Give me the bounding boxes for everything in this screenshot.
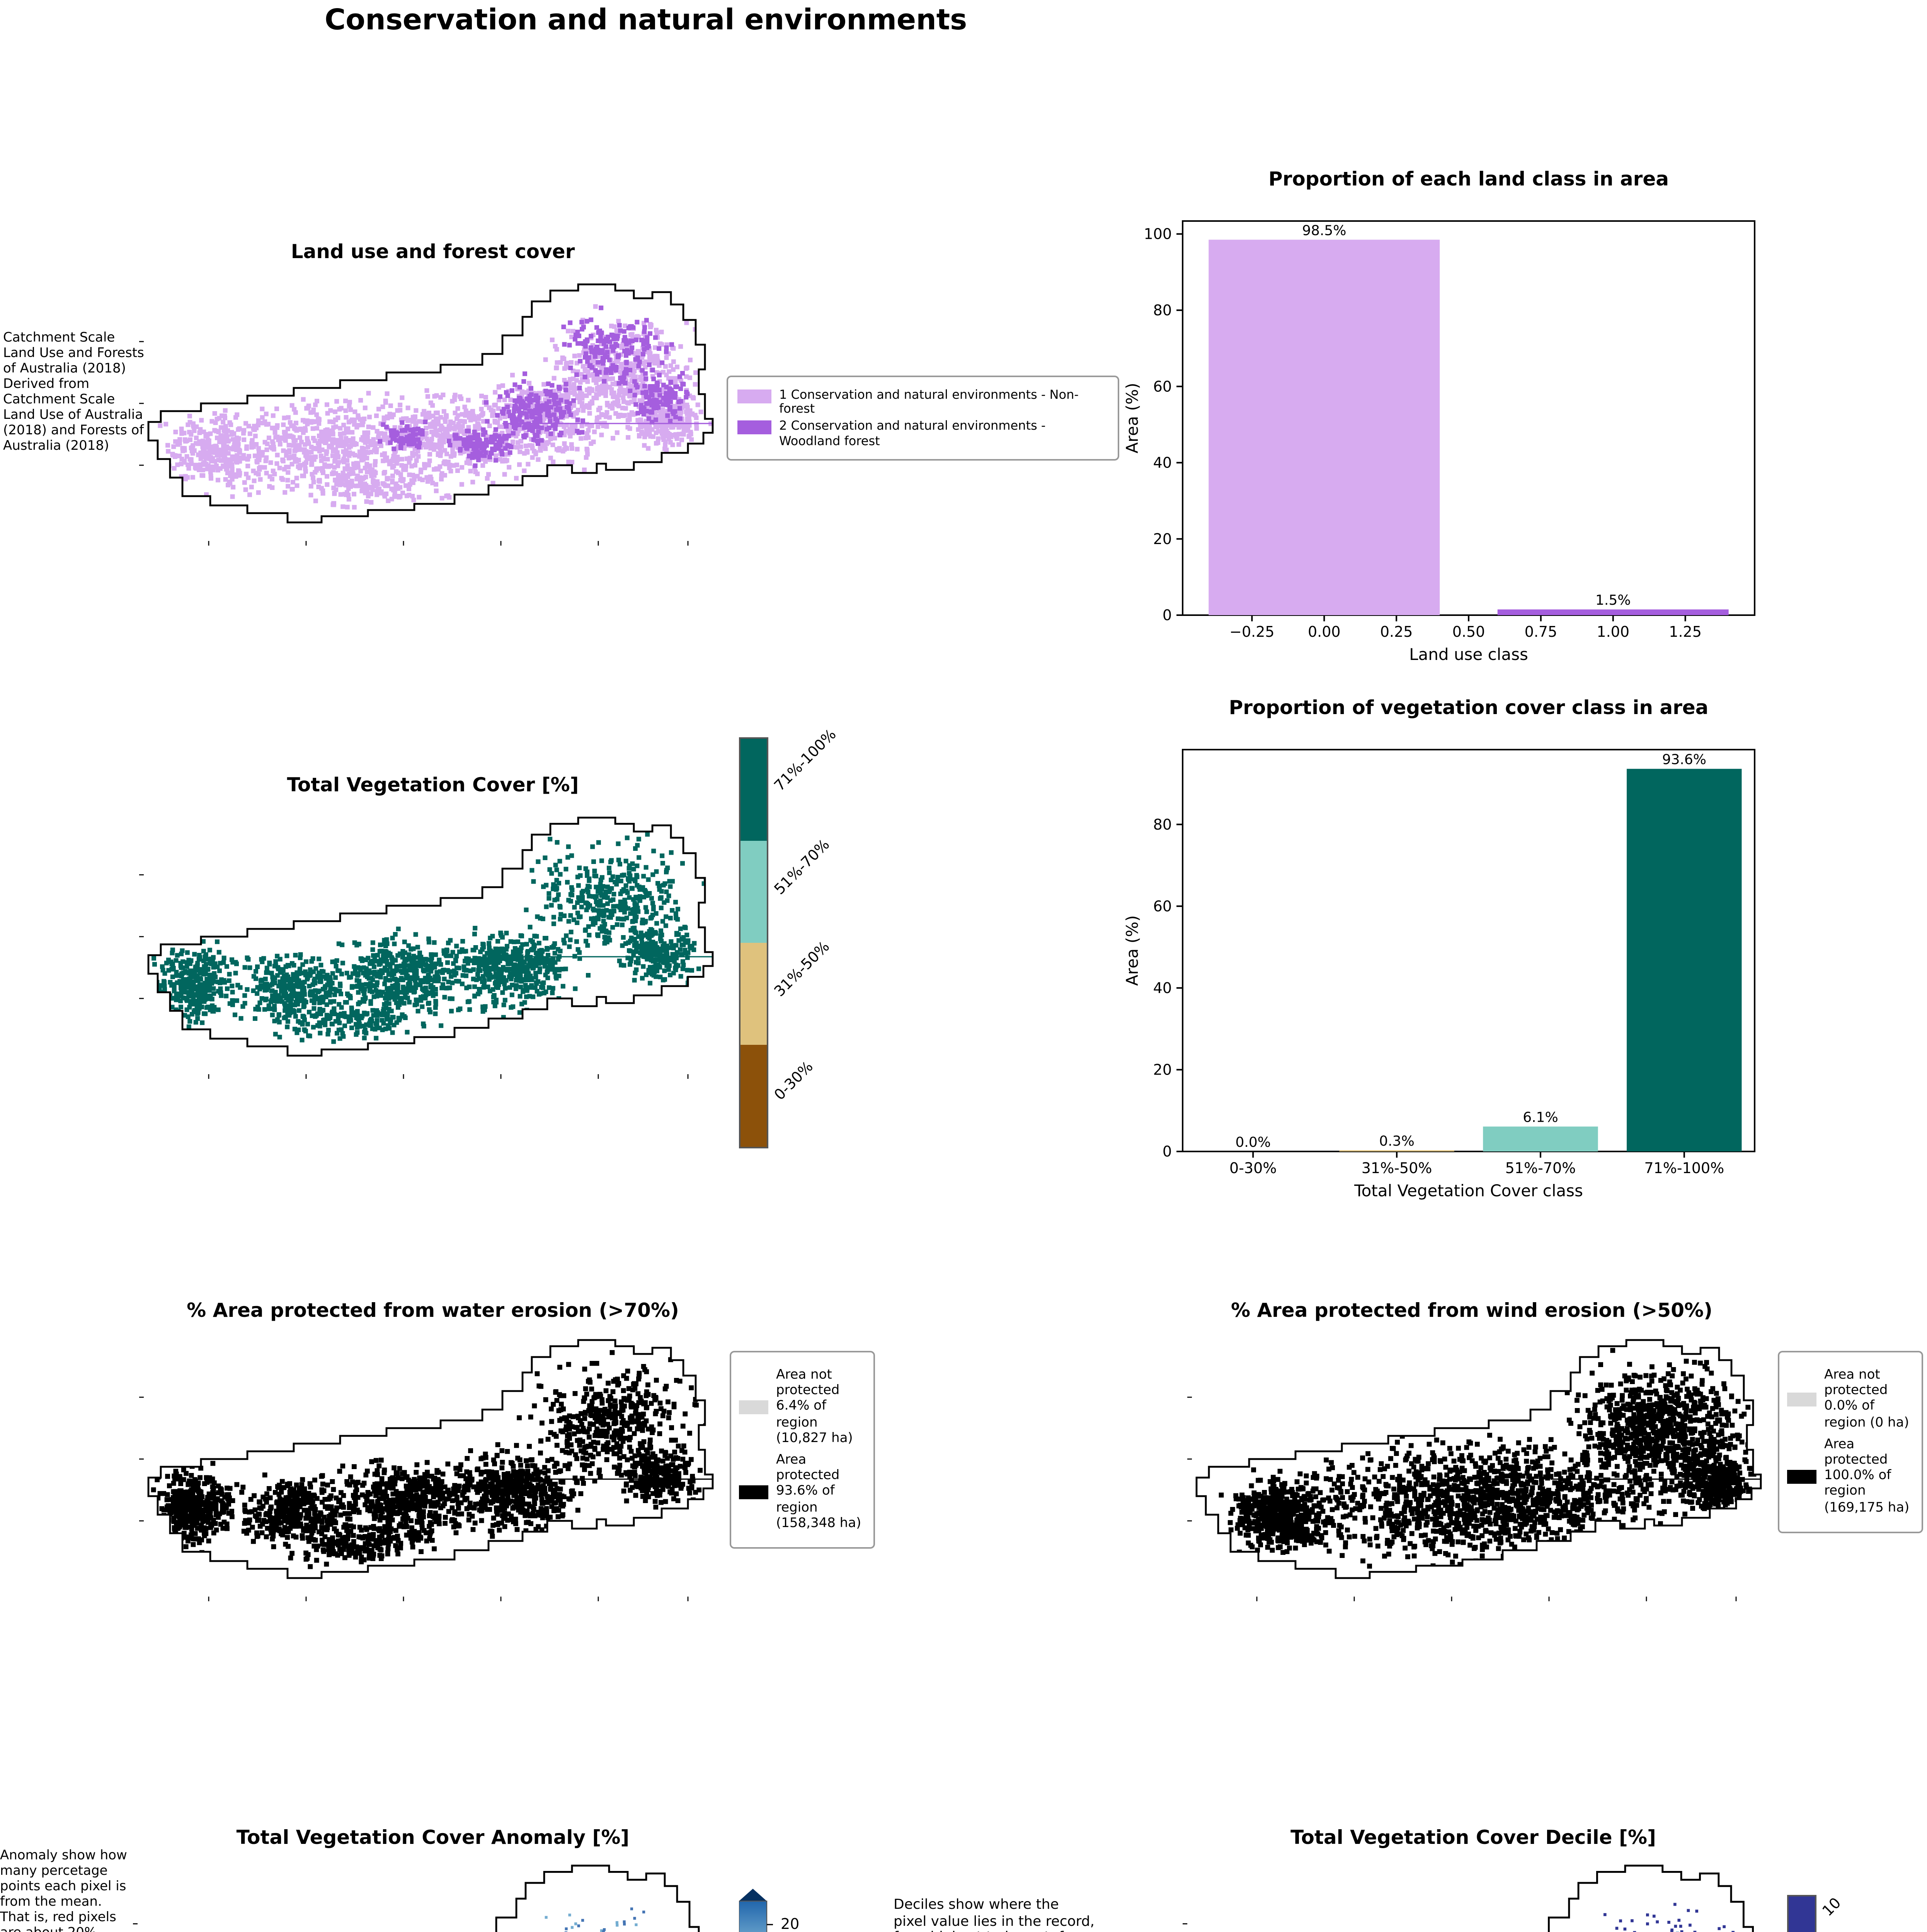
svg-text:Area (%): Area (%) [1123,915,1142,986]
svg-text:Area (%): Area (%) [1123,383,1142,454]
landuse-caption: Catchment Scale Land Use and Forests of … [3,331,144,455]
svg-text:1.25: 1.25 [1669,623,1702,640]
colorbar-segment [740,1045,767,1147]
legend-swatch [737,421,771,435]
svg-text:0.50: 0.50 [1452,623,1485,640]
landuse-legend: 1 Conservation and natural environments … [727,376,1119,460]
svg-text:60: 60 [1153,898,1172,915]
svg-text:Land use class: Land use class [1409,645,1528,664]
decile-map-title: Total Vegetation Cover Decile [%] [1290,1825,1656,1849]
svg-text:1.5%: 1.5% [1595,592,1631,608]
colorbar-label: 0-30% [771,1058,817,1104]
svg-text:0.3%: 0.3% [1379,1133,1414,1149]
svg-text:98.5%: 98.5% [1302,223,1346,238]
svg-text:40: 40 [1153,980,1172,997]
svg-text:0.00: 0.00 [1308,623,1341,640]
svg-text:80: 80 [1153,816,1172,833]
colorbar-label: 31%-50% [771,939,834,1001]
colorbar-strip [1787,1895,1816,1932]
water-erosion-title: % Area protected from water erosion (>70… [187,1298,679,1321]
colorbar-label: 71%-100% [771,727,840,796]
wind-erosion-title: % Area protected from wind erosion (>50%… [1231,1298,1713,1321]
anomaly-map-title: Total Vegetation Cover Anomaly [%] [236,1825,630,1849]
legend-label: Area protected 100.0% of region (169,175… [1824,1437,1910,1515]
svg-text:0.25: 0.25 [1380,623,1413,640]
colorbar-label: 10 [1820,1895,1845,1921]
legend-swatch [739,1485,768,1499]
colorbar-segment [740,841,767,943]
svg-text:60: 60 [1153,378,1172,395]
svg-text:71%-100%: 71%-100% [1644,1160,1724,1177]
legend-label: Area not protected 0.0% of region (0 ha) [1824,1368,1909,1431]
landuse-map-title: Land use and forest cover [291,240,575,263]
legend-swatch [1787,1392,1816,1406]
anomaly-caption: Anomaly show how many percetage points e… [0,1849,127,1932]
legend-label: Area protected 93.6% of region (158,348 … [776,1452,861,1531]
landuse-map [139,283,714,546]
legend-swatch [1787,1469,1816,1483]
vegcover-bar-chart: Proportion of vegetation cover class in … [1123,696,1755,1200]
legend-swatch [739,1400,768,1414]
vegcover-map-title: Total Vegetation Cover [%] [287,773,579,796]
legend-item: Area protected 100.0% of region (169,175… [1787,1437,1914,1516]
legend-label: 2 Conservation and natural environments … [779,419,1046,448]
colorbar-strip [738,1889,773,1932]
colorbar-strip [739,737,768,1148]
svg-text:20: 20 [1153,1061,1172,1078]
svg-text:−0.25: −0.25 [1229,623,1274,640]
colorbar-tick-label: 20 [781,1916,800,1932]
svg-text:93.6%: 93.6% [1662,752,1706,768]
svg-text:40: 40 [1153,454,1172,471]
svg-text:0.75: 0.75 [1525,623,1558,640]
legend-label: 1 Conservation and natural environments … [779,388,1079,416]
svg-text:20: 20 [1153,531,1172,548]
svg-text:Proportion of each land class: Proportion of each land class in area [1268,168,1669,190]
svg-text:51%-70%: 51%-70% [1505,1160,1576,1177]
legend-label: Area not protected 6.4% of region (10,82… [776,1368,853,1446]
legend-item: Area protected 93.6% of region (158,348 … [739,1453,866,1532]
wind-erosion-legend: Area not protected 0.0% of region (0 ha)… [1778,1351,1923,1533]
decile-map [1183,1864,1754,1932]
svg-text:Proportion of vegetation cover: Proportion of vegetation cover class in … [1229,696,1709,719]
page-title: Conservation and natural environments [325,5,967,37]
svg-text:0: 0 [1163,1143,1172,1160]
land-class-bar-chart: Proportion of each land class in area 0 20… [1123,168,1755,664]
legend-item: 1 Conservation and natural environments … [737,388,1108,417]
vegcover-colorbar: 71%-100% 51%-70% 31%-50% 0-30% [739,727,909,1155]
decile-caption: Deciles show where the pixel value lies … [894,1898,1095,1932]
decile-colorbar: 108-94-72-31 [1787,1895,1911,1932]
svg-text:31%-50%: 31%-50% [1362,1160,1432,1177]
svg-text:Total Vegetation Cover class: Total Vegetation Cover class [1354,1181,1583,1200]
legend-swatch [737,389,771,403]
wind-erosion-map [1187,1339,1762,1601]
svg-text:0: 0 [1163,607,1172,624]
colorbar-label: 51%-70% [771,836,834,898]
legend-item: 2 Conservation and natural environments … [737,420,1108,448]
anomaly-colorbar: 20100−10−20 [738,1889,847,1932]
legend-item: Area not protected 0.0% of region (0 ha) [1787,1368,1914,1431]
colorbar-segment [740,943,767,1045]
svg-text:100: 100 [1144,226,1172,243]
svg-text:6.1%: 6.1% [1523,1109,1558,1125]
colorbar-segment [1789,1896,1815,1932]
vegcover-map [139,816,714,1079]
anomaly-map [133,1864,700,1932]
colorbar-segment [740,739,767,841]
legend-item: Area not protected 6.4% of region (10,82… [739,1368,866,1447]
svg-text:80: 80 [1153,302,1172,319]
water-erosion-map [139,1339,714,1601]
svg-text:0.0%: 0.0% [1235,1134,1270,1150]
svg-text:1.00: 1.00 [1597,623,1629,640]
water-erosion-legend: Area not protected 6.4% of region (10,82… [730,1351,875,1549]
svg-text:0-30%: 0-30% [1229,1160,1277,1177]
